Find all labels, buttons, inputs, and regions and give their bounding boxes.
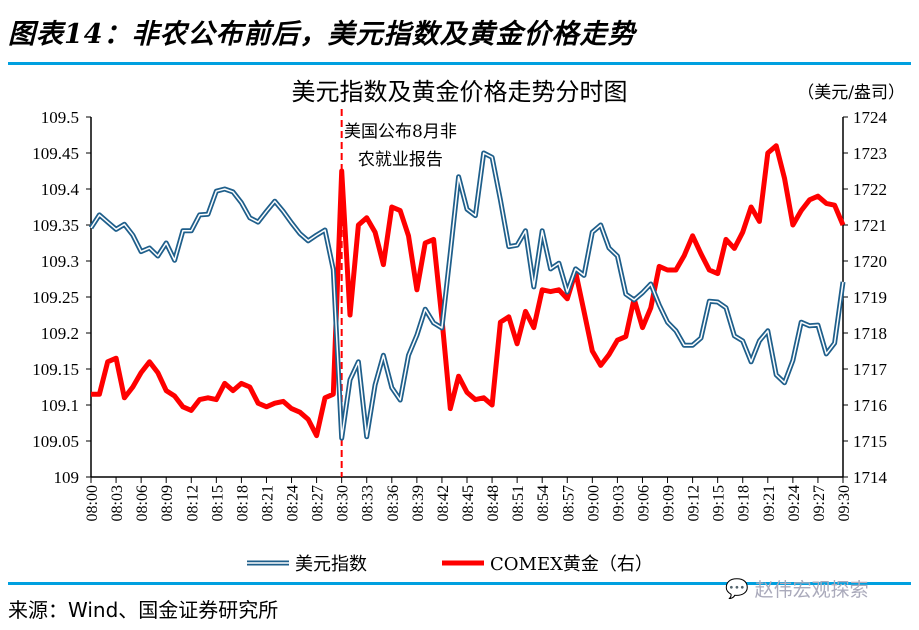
x-tick-label: 08:57 bbox=[560, 485, 577, 521]
title-divider bbox=[8, 62, 911, 65]
x-tick-label: 08:00 bbox=[84, 485, 101, 521]
x-tick-label: 08:48 bbox=[485, 485, 502, 521]
chart-title: 美元指数及黄金价格走势分时图 bbox=[291, 78, 628, 106]
right-tick-label: 1714 bbox=[853, 468, 888, 487]
x-tick-label: 08:36 bbox=[385, 485, 402, 521]
x-tick-label: 08:30 bbox=[335, 485, 352, 521]
annotation-line2: 农就业报告 bbox=[357, 150, 443, 170]
right-tick-label: 1716 bbox=[853, 396, 887, 415]
x-tick-label: 09:18 bbox=[736, 485, 753, 521]
left-tick-label: 109.5 bbox=[41, 108, 79, 127]
source-divider bbox=[8, 582, 911, 585]
legend-swatch-usd bbox=[247, 560, 289, 566]
left-tick-label: 109 bbox=[54, 468, 80, 487]
x-tick-label: 08:54 bbox=[535, 485, 552, 521]
x-tick-label: 09:12 bbox=[686, 485, 703, 521]
x-tick-label: 09:27 bbox=[811, 485, 828, 521]
x-tick-label: 09:03 bbox=[610, 485, 627, 521]
x-tick-label: 08:45 bbox=[460, 485, 477, 521]
x-tick-label: 09:15 bbox=[711, 485, 728, 521]
x-tick-label: 08:33 bbox=[360, 485, 377, 521]
x-tick-label: 09:06 bbox=[635, 485, 652, 521]
right-tick-label: 1719 bbox=[853, 288, 887, 307]
figure-title: 图表14：非农公布前后，美元指数及黄金价格走势 bbox=[8, 19, 636, 50]
x-tick-label: 08:39 bbox=[410, 485, 427, 521]
watermark: 💬 赵伟宏观探索 bbox=[725, 575, 869, 602]
right-tick-label: 1724 bbox=[853, 108, 888, 127]
legend-swatch-gold bbox=[442, 560, 484, 566]
left-tick-label: 109.3 bbox=[41, 252, 79, 271]
x-tick-label: 09:09 bbox=[661, 485, 678, 521]
left-tick-label: 109.2 bbox=[41, 324, 79, 343]
x-tick-label: 08:51 bbox=[510, 485, 527, 521]
x-tick-label: 08:06 bbox=[134, 485, 151, 521]
x-tick-label: 08:15 bbox=[209, 485, 226, 521]
x-tick-label: 09:30 bbox=[836, 485, 853, 521]
left-tick-label: 109.15 bbox=[32, 360, 79, 379]
annotation-line1: 美国公布8月非 bbox=[344, 122, 457, 142]
right-tick-label: 1723 bbox=[853, 144, 887, 163]
legend-label-usd: 美元指数 bbox=[295, 554, 367, 575]
x-tick-label: 08:12 bbox=[184, 485, 201, 521]
legend-label-gold: COMEX黄金（右） bbox=[490, 554, 653, 575]
source-note: 来源：Wind、国金证券研究所 bbox=[8, 598, 279, 622]
gold-price-line bbox=[91, 143, 846, 439]
right-tick-label: 1715 bbox=[853, 432, 887, 451]
x-tick-label: 08:03 bbox=[109, 485, 126, 521]
right-tick-label: 1721 bbox=[853, 216, 887, 235]
x-tick-label: 08:09 bbox=[159, 485, 176, 521]
x-tick-label: 09:21 bbox=[761, 485, 778, 521]
x-tick-label: 08:21 bbox=[259, 485, 276, 521]
left-tick-label: 109.1 bbox=[41, 396, 79, 415]
x-tick-label: 09:24 bbox=[786, 485, 803, 521]
event-annotation: 美国公布8月非 农就业报告 bbox=[344, 118, 457, 174]
right-tick-label: 1718 bbox=[853, 324, 887, 343]
left-tick-label: 109.45 bbox=[32, 144, 79, 163]
x-tick-label: 09:00 bbox=[585, 485, 602, 521]
left-tick-label: 109.05 bbox=[32, 432, 79, 451]
watermark-text: 赵伟宏观探索 bbox=[754, 579, 869, 601]
right-tick-label: 1722 bbox=[853, 180, 887, 199]
legend-item-gold: COMEX黄金（右） bbox=[440, 550, 653, 576]
x-tick-label: 08:18 bbox=[234, 485, 251, 521]
usd-index-line-inner bbox=[90, 152, 844, 439]
left-tick-label: 109.25 bbox=[32, 288, 79, 307]
x-tick-label: 08:42 bbox=[435, 485, 452, 521]
x-tick-label: 08:24 bbox=[285, 485, 302, 521]
right-tick-label: 1720 bbox=[853, 252, 887, 271]
wechat-icon: 💬 bbox=[725, 578, 749, 600]
x-tick-label: 08:27 bbox=[310, 485, 327, 521]
left-tick-label: 109.4 bbox=[41, 180, 80, 199]
legend-item-usd: 美元指数 bbox=[245, 550, 367, 576]
right-tick-label: 1717 bbox=[853, 360, 888, 379]
left-tick-label: 109.35 bbox=[32, 216, 79, 235]
right-axis-unit: （美元/盎司） bbox=[797, 83, 905, 103]
